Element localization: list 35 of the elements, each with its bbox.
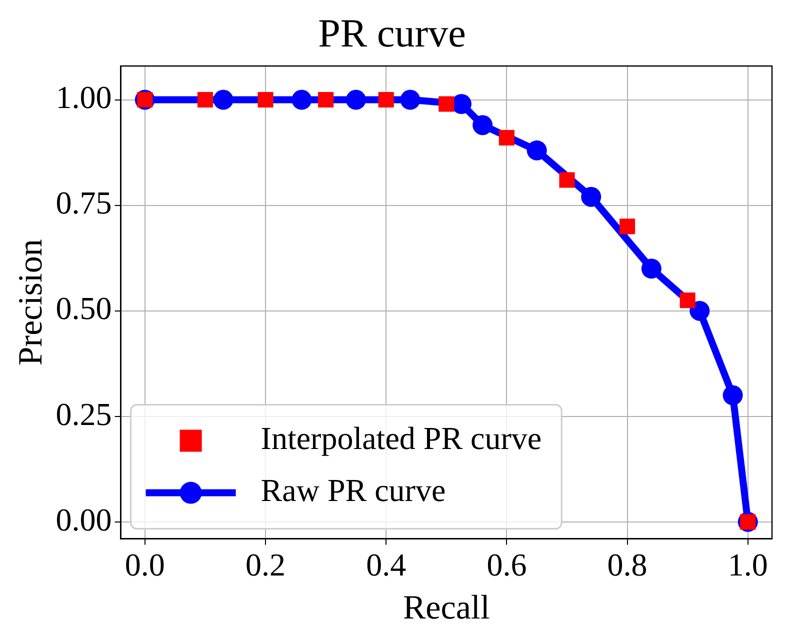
y-axis-title: Precision bbox=[12, 239, 50, 366]
y-tick-label: 0.00 bbox=[56, 501, 112, 538]
point bbox=[213, 90, 234, 110]
point bbox=[620, 218, 636, 234]
point bbox=[559, 172, 575, 188]
point bbox=[498, 130, 514, 146]
y-tick-label: 0.25 bbox=[56, 396, 112, 432]
point bbox=[400, 90, 420, 110]
point bbox=[641, 258, 662, 279]
point bbox=[378, 92, 394, 108]
point bbox=[722, 385, 743, 406]
point bbox=[690, 300, 710, 321]
point bbox=[526, 140, 547, 160]
x-tick-label: 1.0 bbox=[728, 546, 768, 582]
legend-label: Raw PR curve bbox=[260, 472, 446, 508]
x-tick-label: 0.2 bbox=[246, 546, 286, 582]
x-tick-label: 0.8 bbox=[607, 546, 648, 582]
chart-title: PR curve bbox=[318, 10, 466, 56]
y-tick-label: 0.50 bbox=[56, 290, 112, 326]
y-tick-label: 0.75 bbox=[56, 184, 112, 221]
point bbox=[680, 292, 696, 308]
x-axis-title: Recall bbox=[402, 590, 490, 627]
point bbox=[438, 96, 454, 112]
x-tick-label: 0.4 bbox=[366, 546, 406, 582]
point bbox=[581, 186, 602, 207]
x-tick-label: 0.0 bbox=[124, 546, 165, 582]
point bbox=[318, 92, 334, 108]
point bbox=[258, 92, 274, 108]
point bbox=[472, 115, 493, 136]
x-tick-label: 0.6 bbox=[486, 546, 527, 582]
point bbox=[292, 90, 312, 110]
point bbox=[197, 92, 213, 108]
point bbox=[346, 90, 366, 110]
legend-label: Interpolated PR curve bbox=[260, 420, 542, 456]
y-tick-label: 1.00 bbox=[56, 79, 112, 116]
